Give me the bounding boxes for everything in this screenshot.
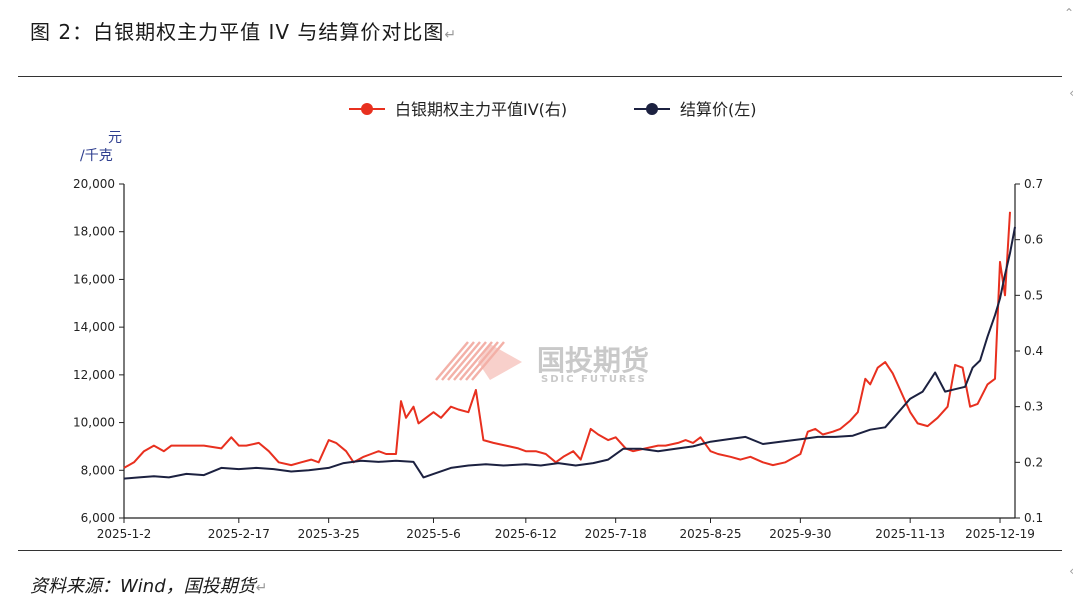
watermark-logo-icon bbox=[435, 341, 522, 381]
return-mark-icon: ↵ bbox=[444, 27, 458, 43]
y-left-tick-label: 16,000 bbox=[73, 272, 115, 286]
watermark-en: SDIC FUTURES bbox=[541, 374, 647, 385]
top-rule bbox=[18, 76, 1062, 77]
x-tick-label: 2025-7-18 bbox=[585, 527, 647, 541]
axes: 元/千克 6,000 8,000 10,000 12,000 14,000 16,000 18… bbox=[73, 130, 1043, 541]
x-tick-label: 2025-2-17 bbox=[208, 527, 270, 541]
y-left-tick-label: 18,000 bbox=[73, 225, 115, 239]
figure-title-text: 图 2：白银期权主力平值 IV 与结算价对比图 bbox=[30, 20, 445, 44]
y-right-tick-label: 0.1 bbox=[1024, 511, 1043, 525]
x-tick-label: 2025-8-25 bbox=[679, 527, 741, 541]
y-left-unit-line1: 元 bbox=[108, 130, 122, 146]
bottom-rule bbox=[18, 550, 1062, 551]
side-mark-icon: ‹ bbox=[1069, 86, 1074, 100]
x-tick-label: 2025-11-13 bbox=[875, 527, 945, 541]
y-right-tick-label: 0.5 bbox=[1024, 288, 1043, 302]
watermark-logo-stripe bbox=[459, 341, 493, 381]
return-mark-icon: ↵ bbox=[255, 580, 268, 596]
watermark-logo-stripe bbox=[453, 341, 487, 381]
watermark-logo-stripe bbox=[435, 341, 469, 381]
x-tick-label: 2025-3-25 bbox=[298, 527, 360, 541]
source-text: 资料来源：Wind，国投期货 bbox=[30, 576, 256, 597]
x-tick-label: 2025-12-19 bbox=[965, 527, 1035, 541]
x-tick-label: 2025-9-30 bbox=[769, 527, 831, 541]
y-left-tick-label: 8,000 bbox=[81, 463, 115, 477]
legend-marker-iv bbox=[361, 103, 373, 115]
y-left-tick-label: 14,000 bbox=[73, 320, 115, 334]
y-right-tick-label: 0.2 bbox=[1024, 455, 1043, 469]
series-layer bbox=[123, 211, 1016, 480]
series-line-iv bbox=[123, 211, 1011, 469]
legend-label-iv: 白银期权主力平值IV(右) bbox=[395, 100, 567, 119]
y-left-tick-label: 6,000 bbox=[81, 511, 115, 525]
y-right-tick-label: 0.6 bbox=[1024, 233, 1043, 247]
watermark-logo-diamond bbox=[478, 344, 522, 380]
legend: 白银期权主力平值IV(右) 结算价(左) bbox=[349, 100, 757, 119]
side-mark-icon: ⌃ bbox=[1063, 6, 1074, 20]
watermark-cn: 国投期货 bbox=[537, 344, 649, 377]
legend-marker-price bbox=[646, 103, 658, 115]
x-tick-label: 2025-1-2 bbox=[97, 527, 151, 541]
x-tick-label: 2025-6-12 bbox=[495, 527, 557, 541]
side-mark-icon: ‹ bbox=[1069, 564, 1074, 578]
legend-label-price: 结算价(左) bbox=[680, 100, 757, 119]
watermark-logo-stripe bbox=[441, 341, 475, 381]
y-left-tick-label: 20,000 bbox=[73, 177, 115, 191]
watermark-logo-stripe bbox=[447, 341, 481, 381]
figure-title: 图 2：白银期权主力平值 IV 与结算价对比图↵ bbox=[30, 16, 457, 45]
source-note: 资料来源：Wind，国投期货↵ bbox=[30, 572, 267, 598]
y-left-unit-line2: /千克 bbox=[80, 148, 113, 164]
y-right-tick-label: 0.7 bbox=[1024, 177, 1043, 191]
y-left-tick-label: 10,000 bbox=[73, 416, 115, 430]
y-right-tick-label: 0.4 bbox=[1024, 344, 1043, 358]
series-line-price bbox=[123, 226, 1016, 480]
x-tick-label: 2025-5-6 bbox=[406, 527, 460, 541]
y-right-tick-label: 0.3 bbox=[1024, 400, 1043, 414]
y-left-tick-label: 12,000 bbox=[73, 368, 115, 382]
